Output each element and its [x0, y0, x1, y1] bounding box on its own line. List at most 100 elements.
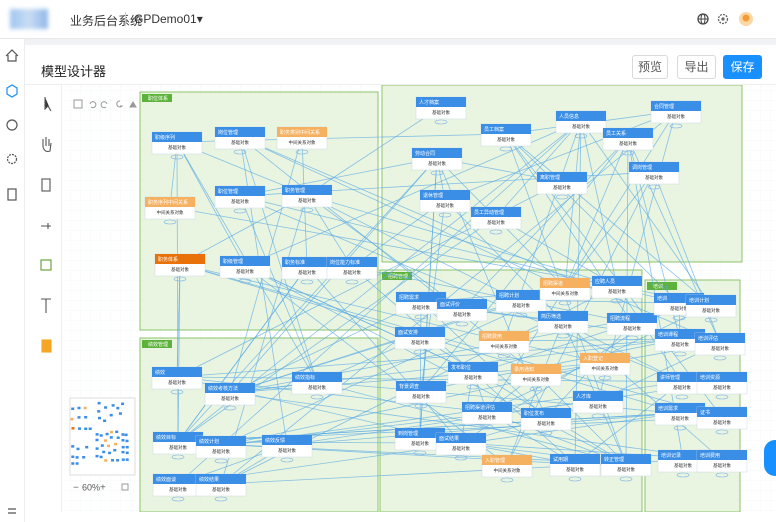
fit-view[interactable]	[121, 483, 129, 491]
node-type: 中间关系对象	[491, 343, 518, 350]
avatar[interactable]	[739, 12, 753, 26]
export-button[interactable]: 导出	[677, 55, 716, 79]
node-label: 绩效结果	[199, 476, 219, 483]
minimap-node	[125, 458, 129, 461]
doc-icon[interactable]	[7, 188, 17, 201]
settings-icon[interactable]	[717, 13, 729, 25]
minimap-node	[76, 447, 80, 451]
node-header	[395, 327, 445, 337]
node-label: 面试结果	[439, 435, 459, 442]
node-port	[214, 496, 228, 502]
text-tool[interactable]	[41, 298, 51, 313]
zoom-out[interactable]: −	[73, 483, 79, 494]
minimap-node	[125, 445, 129, 449]
group-tool[interactable]	[40, 259, 52, 271]
node-port	[625, 335, 639, 341]
select-tool[interactable]	[44, 97, 52, 112]
connector	[564, 120, 582, 289]
minimap-node	[121, 445, 125, 449]
node-type: 基础对象	[343, 269, 361, 276]
connector	[177, 263, 181, 443]
globe-icon[interactable]	[697, 13, 709, 25]
node-port	[233, 149, 247, 155]
node-type: 基础对象	[713, 419, 731, 426]
model-icon[interactable]	[6, 84, 18, 98]
globe-icon[interactable]	[6, 119, 18, 131]
hand-tool[interactable]	[42, 137, 52, 153]
collapse-icon[interactable]	[8, 508, 16, 514]
node-label: 人才档案	[419, 99, 439, 106]
minimap-node	[71, 407, 75, 411]
preview-button[interactable]: 预览	[632, 55, 668, 79]
note-tool[interactable]	[41, 339, 52, 353]
project-select[interactable]: GPDemo01▾	[134, 12, 203, 26]
help-button[interactable]	[764, 440, 776, 476]
node-tool[interactable]	[41, 178, 51, 192]
home-icon[interactable]	[5, 49, 19, 62]
edge-tool[interactable]	[41, 223, 51, 229]
settings-icon[interactable]	[6, 153, 18, 165]
node-port	[497, 353, 511, 359]
save-button[interactable]: 保存	[723, 55, 762, 79]
zoom-in[interactable]: +	[100, 483, 106, 494]
connector	[176, 141, 179, 443]
